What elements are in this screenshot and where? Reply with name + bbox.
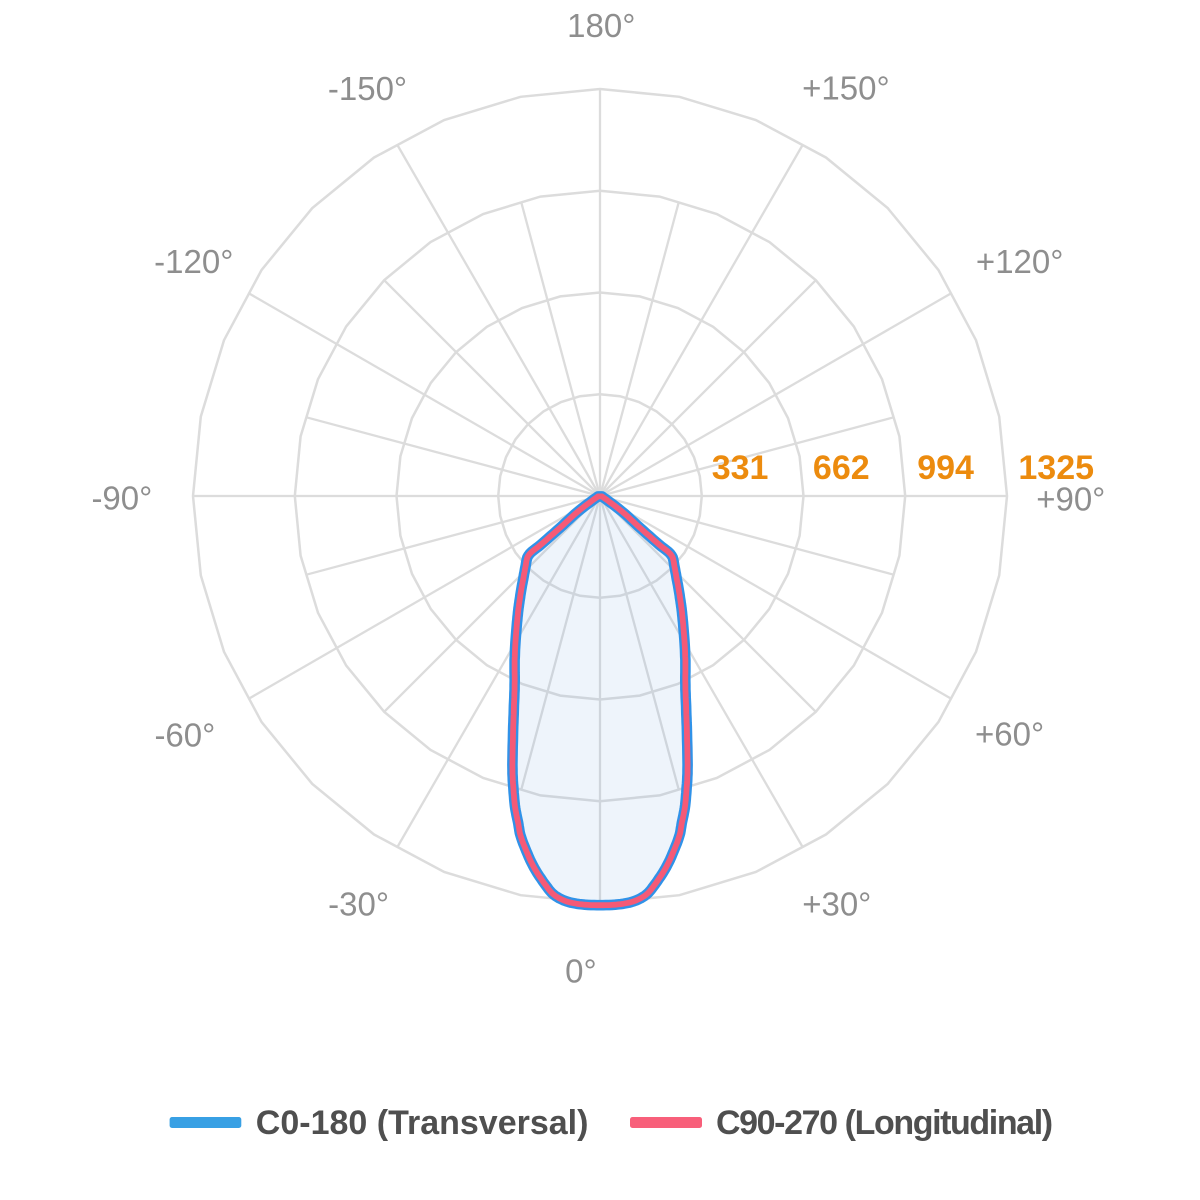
svg-text:0°: 0°	[565, 953, 597, 990]
svg-text:994: 994	[917, 449, 974, 487]
svg-text:+30°: +30°	[802, 886, 871, 923]
svg-text:+150°: +150°	[802, 70, 890, 107]
svg-text:+90°: +90°	[1036, 481, 1105, 518]
svg-text:180°: 180°	[567, 7, 635, 44]
svg-text:-60°: -60°	[154, 716, 215, 753]
svg-text:662: 662	[813, 449, 870, 487]
svg-text:-30°: -30°	[328, 886, 389, 923]
svg-text:C0-180 (Transversal): C0-180 (Transversal)	[256, 1104, 589, 1142]
svg-text:-120°: -120°	[154, 243, 233, 280]
svg-text:+60°: +60°	[975, 715, 1044, 752]
svg-text:-150°: -150°	[328, 70, 407, 107]
svg-text:331: 331	[712, 449, 769, 487]
svg-text:C90-270 (Longitudinal): C90-270 (Longitudinal)	[716, 1104, 1052, 1142]
svg-text:-90°: -90°	[91, 479, 152, 516]
svg-text:1325: 1325	[1018, 449, 1094, 487]
svg-text:+120°: +120°	[976, 243, 1064, 280]
